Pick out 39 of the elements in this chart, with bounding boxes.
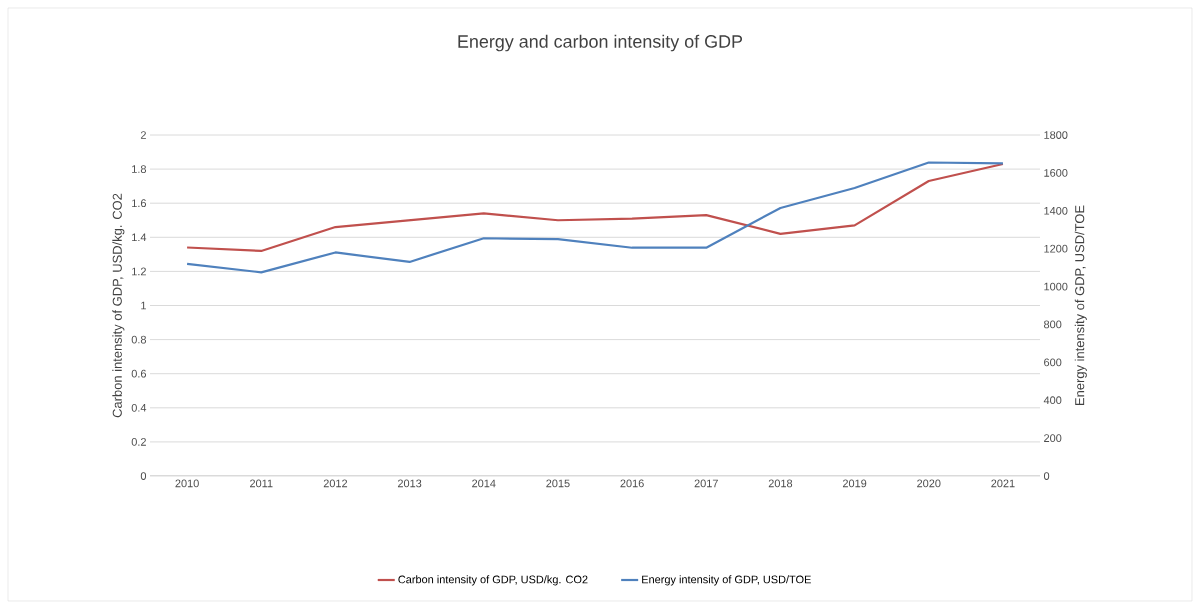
x-tick-label: 2019: [842, 479, 867, 488]
y-tick-label: 1.2: [132, 267, 146, 276]
legend-label: Energy intensity of GDP, USD/TOE: [642, 575, 811, 586]
y-tick-label: 0.8: [131, 335, 147, 344]
y2-tick-label: 1400: [1044, 206, 1068, 215]
y-tick-label: 0.2: [131, 438, 146, 446]
line-series: [185, 161, 1005, 274]
x-tick-label: 2017: [694, 479, 718, 488]
x-tick-label: 2015: [546, 479, 570, 488]
y2-tick-label: 400: [1043, 396, 1062, 405]
x-tick-label: 2011: [250, 479, 273, 488]
y-tick-label: 1.4: [132, 233, 147, 242]
y2-tick-label: 0: [1043, 472, 1050, 480]
y2-tick-label: 600: [1044, 358, 1062, 367]
x-tick-label: 2013: [397, 479, 422, 488]
x-tick-label: 2010: [175, 479, 199, 488]
y-tick-label: 0.4: [131, 403, 147, 412]
y2-tick-label: 800: [1044, 320, 1062, 329]
y-tick-label: 2: [140, 131, 146, 139]
y-tick-label: 0: [140, 472, 147, 480]
y2-axis-title: Energy intensity of GDP, USD/TOE: [1074, 205, 1087, 405]
y2-tick-label: 1000: [1044, 282, 1068, 291]
chart-title: Energy and carbon intensity of GDP: [458, 34, 743, 52]
x-tick-label: 2014: [472, 479, 496, 488]
x-tick-label: 2018: [768, 479, 793, 488]
x-tick-label: 2012: [323, 479, 348, 488]
y-tick-label: 1.6: [132, 199, 147, 208]
x-tick-label: 2016: [620, 479, 644, 488]
y-tick-label: 1.8: [132, 165, 147, 173]
y-tick-label: 0.6: [131, 369, 147, 378]
y2-tick-label: 1800: [1044, 131, 1068, 139]
x-tick-label: 2020: [917, 479, 941, 488]
x-tick-label: 2021: [991, 479, 1015, 488]
y-tick-label: 1: [141, 301, 146, 310]
y-axis-title: Carbon intensity of GDP, USD/kg. CO2: [112, 193, 125, 418]
legend-label: Carbon intensity of GDP, USD/kg. CO2: [398, 575, 588, 586]
y2-tick-label: 1600: [1044, 169, 1068, 177]
y2-tick-label: 1200: [1044, 244, 1068, 253]
y2-tick-label: 200: [1044, 434, 1062, 442]
